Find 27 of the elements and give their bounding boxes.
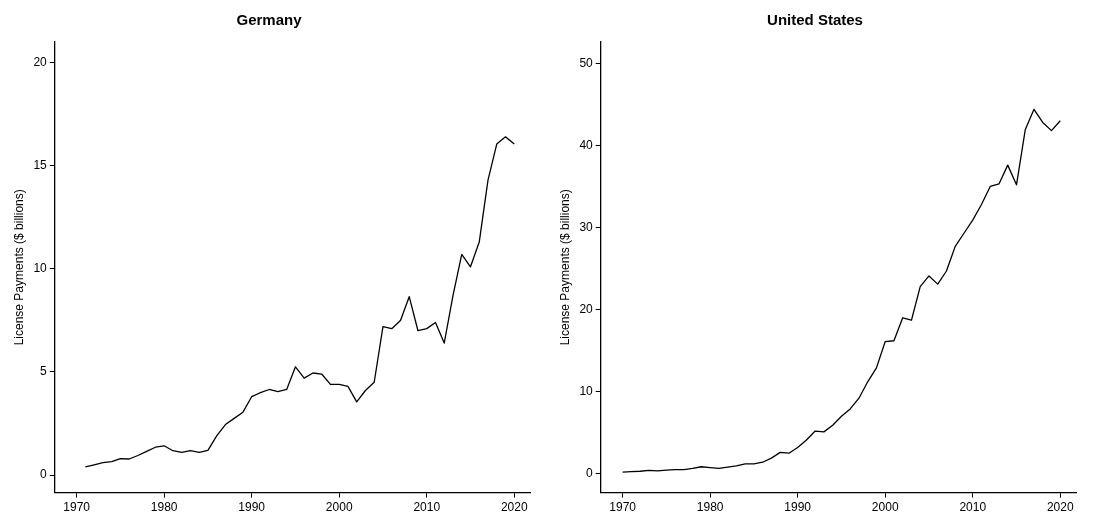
x-tick-label: 2000	[871, 500, 899, 515]
y-tick-label: 50	[579, 55, 594, 70]
y-axis-title: License Payments ($ billions)	[11, 189, 26, 346]
x-tick-label: 2000	[325, 500, 353, 515]
x-tick-label: 2010	[959, 500, 987, 515]
y-axis-title: License Payments ($ billions)	[557, 189, 572, 346]
y-tick-label: 20	[33, 54, 48, 69]
y-tick-label: 40	[579, 137, 594, 152]
x-tick-label: 1990	[238, 500, 266, 515]
chart-title: United States	[767, 11, 863, 29]
x-tick-label: 2020	[1046, 500, 1074, 515]
y-tick-label: 10	[33, 261, 48, 276]
x-tick-label: 2020	[500, 500, 528, 515]
y-tick-label: 5	[40, 364, 48, 379]
x-tick-label: 1970	[609, 500, 637, 515]
x-tick-label: 1990	[784, 500, 812, 515]
y-tick-label: 30	[579, 219, 594, 234]
y-tick-label: 15	[33, 158, 48, 173]
y-tick-label: 0	[40, 467, 48, 482]
x-tick-label: 1970	[63, 500, 91, 515]
y-tick-label: 0	[586, 466, 594, 481]
chart-title: Germany	[236, 11, 303, 29]
x-tick-label: 2010	[413, 500, 441, 515]
y-tick-label: 20	[579, 301, 594, 316]
x-tick-label: 1980	[696, 500, 724, 515]
y-tick-label: 10	[579, 383, 594, 398]
x-tick-label: 1980	[150, 500, 178, 515]
